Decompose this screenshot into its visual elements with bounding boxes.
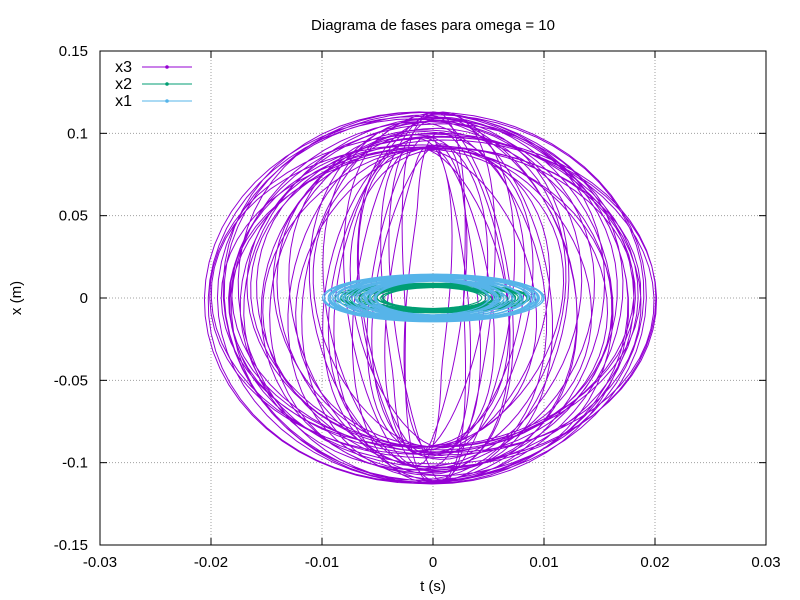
legend-label-x2: x2 xyxy=(115,76,132,93)
series-layer xyxy=(203,111,658,485)
x-tick-label: 0 xyxy=(429,554,437,571)
x-tick-label: -0.02 xyxy=(194,554,228,571)
x-tick-label: 0.03 xyxy=(751,554,780,571)
y-axis-label: x (m) xyxy=(8,281,25,315)
legend-label-x3: x3 xyxy=(115,59,132,76)
y-tick-label: -0.05 xyxy=(54,372,88,389)
chart-title: Diagrama de fases para omega = 10 xyxy=(311,17,555,34)
x-tick-label: 0.01 xyxy=(529,554,558,571)
y-tick-label: 0.15 xyxy=(59,43,88,60)
legend-marker-x2 xyxy=(165,82,169,86)
series-x3-line xyxy=(203,111,658,485)
y-tick-label: 0.1 xyxy=(67,125,88,142)
y-tick-label: 0 xyxy=(80,290,88,307)
x-tick-label: 0.02 xyxy=(640,554,669,571)
series-x1-line xyxy=(321,273,545,323)
legend-marker-x3 xyxy=(165,65,169,69)
axis-ticks: -0.03 -0.02 -0.01 0 0.01 0.02 0.03 0.15 0.1 0.05 0… xyxy=(54,43,781,571)
legend-marker-x1 xyxy=(165,99,169,103)
y-tick-label: 0.05 xyxy=(59,208,88,225)
y-tick-label: -0.1 xyxy=(62,455,88,472)
y-tick-label: -0.15 xyxy=(54,537,88,554)
x-tick-label: -0.01 xyxy=(305,554,339,571)
legend-label-x1: x1 xyxy=(115,93,132,110)
x-tick-label: -0.03 xyxy=(83,554,117,571)
x-axis-label: t (s) xyxy=(420,578,446,595)
